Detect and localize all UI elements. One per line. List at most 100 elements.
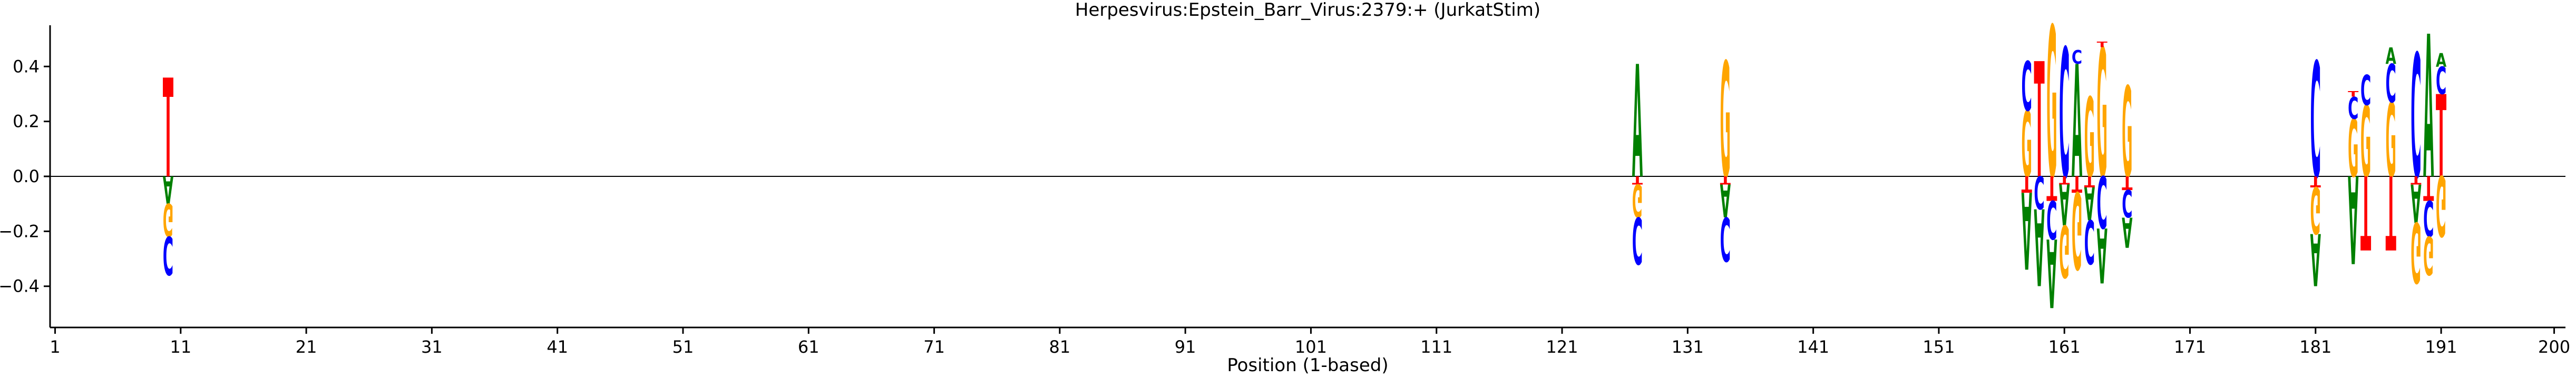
logo-letter-glyph: A: [2436, 49, 2447, 71]
logo-letter-C: C: [1720, 203, 1731, 273]
logo-letter-G: G: [2122, 61, 2132, 206]
logo-letter-glyph: C: [2360, 66, 2371, 115]
logo-letter-C: C: [2097, 159, 2107, 242]
logo-letter-C: C: [2059, 13, 2070, 218]
logo-letter-glyph: C: [2084, 206, 2095, 276]
logo-letter-G: G: [2436, 156, 2446, 253]
logo-letter-glyph: A: [2072, 34, 2082, 214]
logo-letter-glyph: G: [2411, 203, 2421, 300]
logo-letter-glyph: C: [2310, 31, 2321, 214]
x-tick-label: 191: [2425, 337, 2457, 357]
logo-letter-glyph: G: [2084, 75, 2095, 203]
logo-letter-glyph: T: [2348, 90, 2358, 99]
logo-letter-glyph: T: [2059, 173, 2070, 186]
logo-letter-glyph: A: [1632, 34, 1643, 214]
logo-letter-G: G: [163, 193, 173, 246]
logo-letter-G: G: [2059, 208, 2070, 292]
logo-letter-glyph: G: [163, 193, 173, 246]
logo-letter-T: T: [2122, 172, 2133, 193]
logo-letter-A: A: [2072, 34, 2082, 214]
x-tick-label: 91: [1175, 337, 1196, 357]
logo-letter-C: C: [2022, 48, 2032, 126]
logo-letter-glyph: T: [2386, 152, 2396, 271]
logo-letter-glyph: G: [2122, 61, 2132, 206]
logo-letter-glyph: T: [2436, 72, 2446, 203]
x-tick-label: 101: [1295, 337, 1327, 357]
x-tick-label: 51: [672, 337, 694, 357]
logo-letter-G: G: [2411, 203, 2421, 300]
logo-letter-glyph: C: [2072, 46, 2082, 68]
logo-letter-T: T: [2386, 152, 2396, 271]
logo-letter-glyph: C: [2348, 91, 2358, 126]
x-tick-label: 71: [923, 337, 945, 357]
logo-letter-glyph: C: [2411, 19, 2421, 216]
logo-letter-C: C: [1632, 202, 1643, 277]
logo-letter-A: A: [2348, 147, 2358, 287]
logo-letter-glyph: T: [1632, 173, 1643, 186]
logo-letter-G: G: [1720, 30, 1731, 214]
logo-letter-G: G: [2310, 172, 2321, 246]
logo-letter-glyph: T: [163, 52, 173, 209]
y-tick-label: 0.0: [13, 166, 40, 186]
logo-letter-glyph: A: [2097, 210, 2107, 297]
logo-letter-glyph: A: [2022, 168, 2032, 291]
x-tick-label: 61: [798, 337, 819, 357]
logo-letter-C: C: [2423, 189, 2434, 246]
logo-letter-A: A: [2411, 172, 2421, 233]
logo-letter-glyph: G: [2423, 224, 2434, 285]
logo-letter-G: G: [2386, 83, 2396, 201]
logo-letter-G: G: [2046, 0, 2057, 225]
logo-letter-A: A: [2310, 216, 2321, 300]
logo-letter-glyph: C: [2097, 159, 2107, 242]
logo-letter-A: A: [1632, 34, 1643, 214]
logo-letter-C: C: [2046, 188, 2057, 249]
logo-letter-A: A: [1720, 174, 1731, 226]
y-tick-label: 0.4: [13, 56, 40, 76]
logo-letter-A: A: [2022, 168, 2032, 291]
logo-letter-glyph: C: [2034, 165, 2044, 217]
logo-letter-glyph: T: [2360, 152, 2371, 271]
logo-letter-G: G: [2022, 92, 2032, 197]
logo-letter-glyph: G: [2360, 86, 2371, 200]
x-tick-label: 200: [2538, 337, 2570, 357]
x-tick-label: 121: [1546, 337, 1578, 357]
logo-letter-C: C: [2411, 19, 2421, 216]
logo-letter-T: T: [2411, 173, 2422, 186]
logo-letter-glyph: A: [2084, 177, 2095, 230]
logo-letter-glyph: C: [2423, 189, 2434, 246]
logo-letter-glyph: T: [2423, 168, 2434, 208]
x-axis-label: Position (1-based): [1227, 355, 1388, 376]
logo-letter-T: T: [2084, 173, 2095, 190]
logo-letter-glyph: A: [2423, 0, 2434, 223]
logo-letter-C: C: [2084, 206, 2095, 276]
logo-letter-glyph: T: [2122, 172, 2133, 193]
logo-letter-glyph: G: [2072, 168, 2082, 291]
x-tick-label: 1: [50, 337, 60, 357]
logo-letter-glyph: G: [2046, 0, 2057, 225]
logo-letter-C: C: [2348, 91, 2358, 126]
logo-letter-T: T: [2034, 31, 2044, 214]
logo-letter-T: T: [2348, 90, 2358, 99]
logo-letter-glyph: G: [2386, 83, 2396, 201]
logo-letter-glyph: T: [2411, 173, 2422, 186]
logo-letter-A: A: [2059, 171, 2070, 236]
logo-letter-glyph: T: [2046, 168, 2057, 208]
logo-letter-A: A: [2122, 207, 2133, 255]
logo-letter-glyph: T: [2097, 41, 2107, 49]
x-tick-label: 11: [170, 337, 191, 357]
logo-letter-A: A: [2046, 217, 2057, 326]
logo-letter-glyph: G: [2022, 92, 2032, 197]
logo-letter-glyph: C: [1632, 202, 1643, 277]
logo-letter-C: C: [2436, 59, 2446, 103]
logo-letter-T: T: [2097, 41, 2107, 49]
x-tick-label: 21: [296, 337, 317, 357]
logo-letter-A: A: [2436, 49, 2447, 71]
logo-letter-glyph: G: [2059, 208, 2070, 292]
logo-letter-A: A: [2097, 210, 2107, 297]
logo-letter-C: C: [163, 224, 173, 285]
logo-letter-T: T: [2360, 152, 2371, 271]
logo-letter-glyph: T: [1720, 173, 1731, 186]
logo-letter-glyph: C: [2386, 54, 2396, 115]
logo-letter-glyph: G: [2436, 156, 2446, 253]
